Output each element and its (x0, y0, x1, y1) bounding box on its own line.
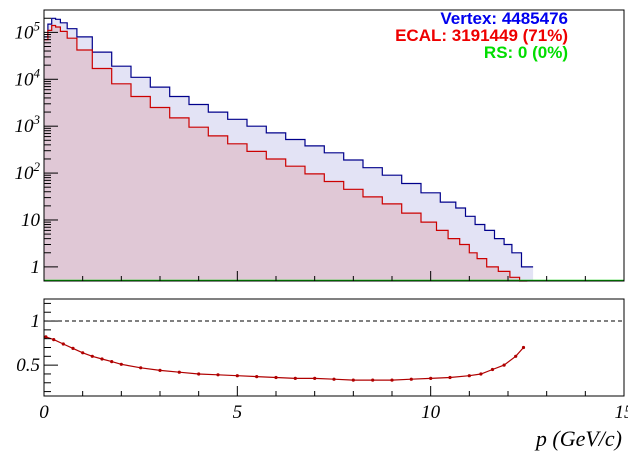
ratio-point (521, 345, 526, 350)
ratio-point (81, 351, 85, 355)
y-tick-label: 0.5 (16, 355, 40, 376)
ratio-point (100, 357, 104, 361)
ratio-point (44, 335, 48, 339)
ratio-point (197, 372, 201, 376)
ratio-point (52, 338, 56, 342)
ratio-point (371, 378, 375, 382)
x-tick-label: 15 (615, 402, 628, 423)
ratio-point (177, 370, 181, 374)
x-tick-label: 0 (39, 402, 49, 423)
ratio-point (119, 362, 123, 366)
ratio-point (71, 346, 75, 350)
ratio-point (390, 378, 394, 382)
ratio-point (490, 367, 495, 372)
x-tick-label: 10 (421, 402, 441, 423)
histogram-series-0 (44, 17, 534, 268)
ratio-point (467, 374, 471, 378)
bottom-panel: 0.51051015p (GeV/c) (16, 298, 628, 451)
ratio-point (158, 368, 162, 372)
ratio-point (293, 376, 297, 380)
ratio-point (332, 377, 336, 381)
histogram-fill-1 (44, 25, 528, 281)
annotation-2: RS: 0 (0%) (484, 43, 568, 62)
annotation-1: ECAL: 3191449 (71%) (395, 26, 568, 45)
y-tick-label: 103 (15, 112, 41, 137)
ratio-series-0 (45, 336, 524, 381)
top-panel: 1 10 102 103 104 105 (15, 9, 625, 282)
ratio-point (90, 354, 94, 358)
ratio-point (235, 374, 239, 378)
ratio-point (313, 376, 317, 380)
y-tick-label: 1 (31, 311, 41, 332)
ratio-point (110, 360, 114, 364)
annotation-0: Vertex: 4485476 (440, 9, 568, 28)
top-frame (43, 9, 625, 282)
y-tick-label: 102 (15, 159, 41, 184)
ratio-point (351, 378, 355, 382)
ratio-point (216, 373, 220, 377)
x-axis-title: p (GeV/c) (534, 426, 622, 451)
y-tick-label: 1 (31, 257, 41, 278)
ratio-point (448, 375, 452, 380)
ratio-point (274, 375, 278, 380)
x-tick-label: 5 (233, 402, 243, 423)
ratio-point (255, 375, 259, 379)
ratio-point (429, 376, 433, 380)
ratio-point (502, 363, 506, 367)
bottom-frame (43, 298, 625, 397)
ratio-point (479, 372, 483, 376)
y-tick-label: 104 (15, 65, 41, 90)
histogram-series-1 (44, 24, 528, 282)
ratio-point (514, 354, 518, 358)
ratio-point (139, 366, 143, 370)
y-tick-label: 105 (15, 18, 41, 43)
ratio-point (409, 377, 413, 381)
y-tick-label: 10 (21, 210, 41, 231)
ratio-point (61, 342, 65, 346)
